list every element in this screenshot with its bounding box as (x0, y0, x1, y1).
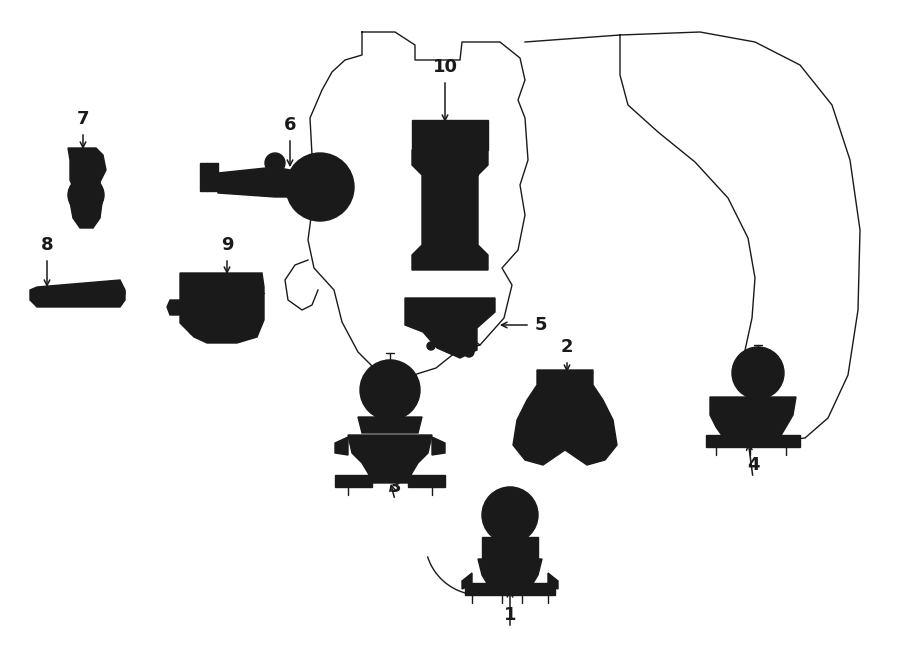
Polygon shape (180, 273, 264, 343)
Polygon shape (30, 280, 125, 307)
Bar (482, 537, 538, 559)
Text: 10: 10 (433, 58, 457, 76)
Circle shape (418, 258, 426, 266)
Circle shape (499, 586, 505, 592)
Circle shape (540, 372, 550, 382)
Circle shape (502, 507, 518, 523)
Circle shape (420, 131, 428, 139)
Circle shape (752, 367, 764, 379)
Circle shape (469, 586, 475, 592)
Polygon shape (513, 370, 617, 465)
Circle shape (416, 256, 428, 268)
Circle shape (78, 213, 88, 223)
Circle shape (31, 291, 43, 303)
Circle shape (713, 438, 719, 444)
Circle shape (545, 586, 551, 592)
Circle shape (344, 477, 352, 485)
Circle shape (382, 382, 398, 398)
Circle shape (360, 360, 420, 420)
Circle shape (245, 325, 255, 335)
Circle shape (490, 495, 530, 535)
Polygon shape (706, 435, 800, 447)
Text: 1: 1 (504, 606, 517, 624)
Circle shape (741, 356, 775, 390)
Polygon shape (68, 148, 106, 228)
Circle shape (464, 347, 474, 357)
Circle shape (482, 300, 492, 310)
Circle shape (265, 153, 285, 173)
Polygon shape (358, 417, 422, 433)
Text: 2: 2 (561, 338, 573, 356)
Text: 8: 8 (40, 236, 53, 254)
Circle shape (189, 325, 199, 335)
Circle shape (428, 477, 436, 485)
Polygon shape (412, 150, 488, 270)
Polygon shape (462, 573, 472, 589)
Circle shape (270, 158, 280, 168)
Circle shape (68, 177, 104, 213)
Text: 7: 7 (76, 110, 89, 128)
Circle shape (598, 448, 608, 458)
Circle shape (83, 151, 97, 165)
Circle shape (474, 258, 482, 266)
Text: 5: 5 (535, 316, 547, 334)
Polygon shape (478, 559, 542, 585)
Circle shape (312, 179, 328, 195)
Text: 6: 6 (284, 116, 296, 134)
Circle shape (561, 373, 569, 381)
Circle shape (580, 372, 590, 382)
Bar (412, 120, 488, 150)
Circle shape (519, 586, 525, 592)
Circle shape (298, 165, 342, 209)
Circle shape (472, 256, 484, 268)
Polygon shape (348, 435, 432, 483)
Circle shape (474, 131, 482, 139)
Circle shape (747, 438, 753, 444)
Circle shape (206, 275, 222, 291)
Circle shape (522, 448, 532, 458)
Circle shape (286, 153, 354, 221)
Text: 4: 4 (747, 456, 760, 474)
Polygon shape (465, 583, 555, 595)
Circle shape (408, 300, 418, 310)
Polygon shape (432, 437, 445, 455)
Polygon shape (405, 298, 495, 358)
Circle shape (76, 185, 96, 205)
Circle shape (456, 131, 464, 139)
Circle shape (438, 131, 446, 139)
Circle shape (732, 347, 784, 399)
Polygon shape (167, 300, 180, 315)
Polygon shape (335, 437, 348, 455)
Circle shape (427, 342, 435, 350)
Polygon shape (408, 475, 445, 487)
Polygon shape (548, 573, 558, 589)
Circle shape (236, 275, 252, 291)
Circle shape (113, 287, 125, 299)
Polygon shape (710, 397, 796, 437)
Polygon shape (218, 167, 297, 197)
Circle shape (370, 370, 410, 410)
Circle shape (482, 487, 538, 543)
Circle shape (783, 438, 789, 444)
Polygon shape (335, 475, 372, 487)
Bar (200, 163, 218, 191)
Text: 3: 3 (389, 478, 401, 496)
Text: 9: 9 (220, 236, 233, 254)
